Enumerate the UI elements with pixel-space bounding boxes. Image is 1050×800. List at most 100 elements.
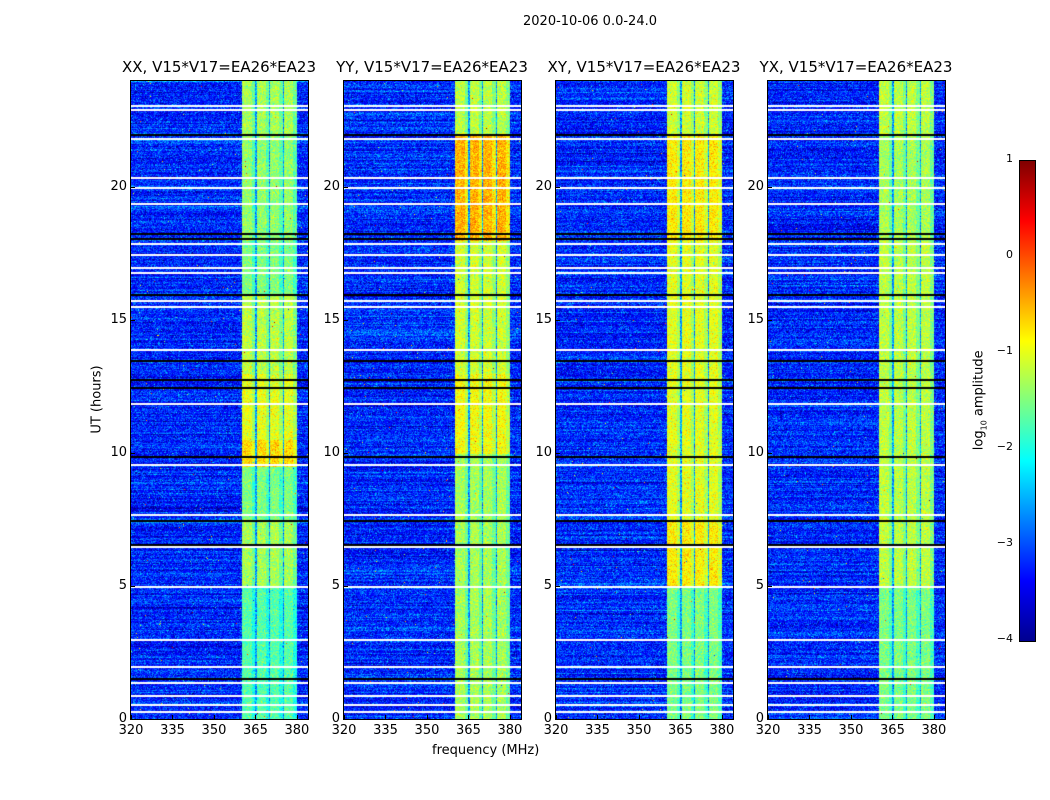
x-tick-label: 320	[118, 723, 144, 738]
x-tick-mark	[509, 715, 511, 719]
x-tick-label: 335	[585, 723, 610, 738]
y-tick-label: 20	[535, 179, 552, 195]
y-tick-label: 10	[535, 445, 552, 461]
x-tick-mark	[556, 715, 557, 719]
panel-title: YX, V15*V17=EA26*EA23	[759, 58, 953, 76]
x-tick-label: 335	[373, 723, 398, 738]
y-tick-mark	[556, 453, 560, 455]
y-tick-mark	[131, 187, 135, 189]
colorbar-tick-label: −4	[996, 632, 1013, 645]
colorbar-tick-label: 1	[1006, 152, 1013, 165]
y-tick-label: 10	[110, 445, 127, 461]
x-tick-label: 350	[626, 723, 652, 738]
y-tick-label: 0	[543, 711, 552, 726]
y-tick-mark	[768, 453, 772, 455]
y-tick-label: 0	[118, 711, 127, 726]
x-tick-label: 350	[414, 723, 440, 738]
x-tick-label: 335	[160, 723, 185, 738]
heatmap-canvas	[131, 81, 308, 719]
x-tick-label: 365	[456, 723, 481, 738]
y-tick-label: 0	[331, 711, 340, 726]
y-tick-mark	[556, 719, 560, 720]
y-tick-label: 15	[110, 312, 127, 328]
x-tick-label: 380	[709, 723, 735, 738]
y-tick-label: 15	[747, 312, 764, 328]
heatmap-panel	[130, 80, 309, 720]
colorbar-label-sub: 10	[979, 420, 989, 431]
y-tick-mark	[556, 187, 560, 189]
x-tick-mark	[850, 715, 852, 719]
y-tick-mark	[131, 586, 135, 588]
y-tick-label: 15	[535, 312, 552, 328]
x-tick-label: 350	[838, 723, 864, 738]
y-tick-mark	[344, 320, 348, 322]
x-tick-mark	[344, 715, 345, 719]
y-tick-label: 5	[543, 578, 552, 594]
heatmap-canvas	[768, 81, 945, 719]
y-tick-label: 10	[323, 445, 340, 461]
x-tick-mark	[131, 715, 132, 719]
x-tick-label: 335	[797, 723, 822, 738]
heatmap-panel	[343, 80, 522, 720]
y-tick-label: 20	[323, 179, 340, 195]
x-tick-label: 320	[755, 723, 781, 738]
x-tick-label: 320	[331, 723, 357, 738]
x-tick-label: 365	[243, 723, 268, 738]
x-tick-mark	[892, 715, 894, 719]
colorbar	[1019, 160, 1036, 642]
x-tick-mark	[172, 715, 174, 719]
x-tick-mark	[385, 715, 387, 719]
panel-title: XX, V15*V17=EA26*EA23	[121, 58, 316, 76]
y-tick-label: 5	[331, 578, 340, 594]
x-tick-mark	[638, 715, 640, 719]
x-tick-mark	[597, 715, 599, 719]
colorbar-tick-label: −3	[996, 536, 1013, 549]
figure-suptitle: 2020-10-06 0.0-24.0	[523, 14, 657, 29]
x-tick-label: 380	[497, 723, 523, 738]
y-tick-mark	[131, 320, 135, 322]
x-tick-label: 365	[880, 723, 905, 738]
colorbar-label-rest: amplitude	[971, 350, 987, 421]
colorbar-label-main: log	[971, 430, 987, 451]
x-tick-label: 380	[284, 723, 310, 738]
x-tick-mark	[255, 715, 257, 719]
x-tick-label: 380	[921, 723, 947, 738]
y-tick-mark	[131, 453, 135, 455]
x-tick-mark	[721, 715, 723, 719]
x-tick-mark	[680, 715, 682, 719]
x-tick-mark	[468, 715, 470, 719]
y-tick-mark	[344, 187, 348, 189]
x-axis-label: frequency (MHz)	[432, 743, 540, 758]
heatmap-canvas	[344, 81, 521, 719]
x-tick-mark	[213, 715, 215, 719]
heatmap-panel	[767, 80, 946, 720]
x-tick-label: 365	[668, 723, 693, 738]
x-tick-label: 320	[543, 723, 569, 738]
y-tick-mark	[556, 320, 560, 322]
y-tick-mark	[344, 586, 348, 588]
y-tick-mark	[768, 719, 772, 720]
x-tick-mark	[809, 715, 811, 719]
y-tick-mark	[344, 719, 348, 720]
y-tick-label: 15	[323, 312, 340, 328]
y-tick-mark	[131, 719, 135, 720]
x-tick-mark	[296, 715, 298, 719]
colorbar-tick-label: 0	[1006, 248, 1013, 261]
x-tick-mark	[768, 715, 769, 719]
y-tick-label: 5	[118, 578, 127, 594]
y-tick-mark	[556, 586, 560, 588]
heatmap-canvas	[556, 81, 733, 719]
x-tick-mark	[426, 715, 428, 719]
panel-title: XY, V15*V17=EA26*EA23	[547, 58, 741, 76]
y-tick-mark	[768, 320, 772, 322]
y-tick-label: 0	[755, 711, 764, 726]
heatmap-panel	[555, 80, 734, 720]
y-axis-label: UT (hours)	[89, 365, 105, 434]
colorbar-label: log10 amplitude	[972, 340, 989, 460]
y-tick-mark	[344, 453, 348, 455]
y-tick-mark	[768, 586, 772, 588]
x-tick-label: 350	[201, 723, 227, 738]
y-tick-mark	[768, 187, 772, 189]
y-tick-label: 5	[755, 578, 764, 594]
y-tick-label: 10	[747, 445, 764, 461]
